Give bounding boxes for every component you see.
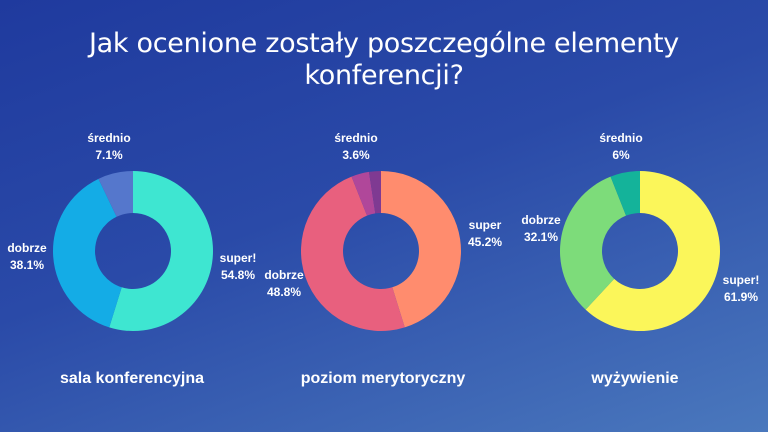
- donut-slice: [368, 171, 381, 214]
- slice-value-label: 32.1%: [524, 230, 558, 244]
- title-line-1: Jak ocenione zostały poszczególne elemen…: [89, 28, 679, 59]
- slice-label: super!: [723, 273, 760, 287]
- slice-label: super!: [220, 251, 257, 265]
- chart-caption-poziom: poziom merytoryczny: [300, 370, 466, 387]
- slice-value-label: 45.2%: [468, 235, 502, 249]
- slice-label: dobrze: [7, 241, 47, 255]
- slice-label: średnio: [599, 131, 642, 145]
- chart-caption-wyzywienie: wyżywienie: [591, 370, 679, 387]
- donut-slice: [52, 178, 122, 328]
- chart-caption-sala: sala konferencyjna: [59, 370, 205, 387]
- slice-value-label: 54.8%: [221, 268, 255, 282]
- slice-label: dobrze: [264, 268, 304, 282]
- donut-slice: [351, 171, 376, 216]
- title-line-2: konferencji?: [304, 60, 464, 91]
- slice-label: średnio: [87, 131, 130, 145]
- slice-value-label: 6%: [612, 148, 630, 162]
- slice-value-label: 61.9%: [724, 290, 758, 304]
- slice-value-label: 38.1%: [10, 258, 44, 272]
- donut-slice: [300, 176, 405, 332]
- slice-value-label: 7.1%: [95, 148, 123, 162]
- slice-value-label: 3.6%: [342, 148, 370, 162]
- slice-label: dobrze: [521, 213, 561, 227]
- slice-label: super: [469, 218, 502, 232]
- slice-value-label: 48.8%: [267, 285, 301, 299]
- donut-slice: [560, 176, 627, 310]
- donut-slice: [109, 171, 213, 331]
- donut-slice: [98, 171, 133, 217]
- donut-slice: [610, 171, 640, 216]
- chart-title: Jak ocenione zostały poszczególne elemen…: [0, 28, 768, 92]
- donut-slice: [585, 171, 720, 331]
- slice-label: średnio: [334, 131, 377, 145]
- donut-slice: [381, 171, 462, 328]
